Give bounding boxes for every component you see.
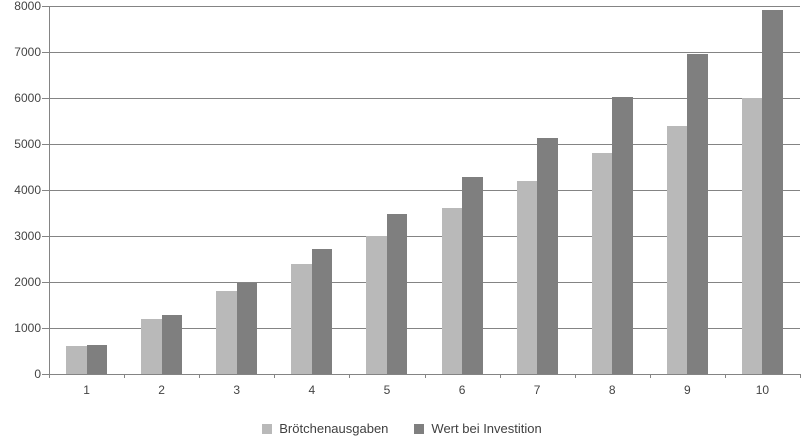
bar-series-2 bbox=[86, 345, 108, 374]
x-axis-category-label: 10 bbox=[755, 383, 770, 397]
x-axis-tick bbox=[424, 374, 426, 378]
x-axis-category-label: 2 bbox=[158, 383, 165, 397]
x-axis-category-label: 6 bbox=[458, 383, 466, 397]
legend-item: Wert bei Investition bbox=[414, 421, 542, 436]
bar-series-1 bbox=[666, 125, 688, 374]
x-axis-category-label: 9 bbox=[684, 383, 691, 397]
bar-series-1 bbox=[591, 153, 613, 374]
legend-swatch bbox=[262, 423, 273, 434]
x-axis-tick bbox=[274, 374, 276, 378]
y-axis-tick-label: 6000 bbox=[14, 91, 41, 105]
bar-series-1 bbox=[216, 291, 237, 374]
bar-series-2 bbox=[161, 314, 183, 374]
y-axis-tick-label: 5000 bbox=[14, 137, 41, 151]
gridline bbox=[42, 190, 800, 191]
bar-series-1 bbox=[366, 236, 387, 374]
y-axis-tick-label: 4000 bbox=[14, 183, 41, 197]
bar-series-2 bbox=[311, 249, 333, 374]
bar-series-1 bbox=[441, 208, 463, 374]
x-axis-tick bbox=[49, 374, 50, 378]
gridline bbox=[42, 98, 800, 99]
x-axis-tick bbox=[199, 374, 201, 378]
x-axis-tick bbox=[574, 374, 576, 378]
y-axis-tick-label: 0 bbox=[34, 367, 41, 381]
x-axis-category-label: 5 bbox=[383, 383, 391, 397]
gridline bbox=[42, 328, 800, 329]
x-axis-tick bbox=[724, 374, 726, 378]
x-axis-category-label: 3 bbox=[233, 383, 241, 397]
x-axis-category-label: 8 bbox=[608, 383, 616, 397]
legend-item: Brötchenausgaben bbox=[262, 421, 388, 436]
bar-series-1 bbox=[516, 180, 538, 374]
bar-series-1 bbox=[66, 346, 87, 374]
plot-area bbox=[42, 6, 801, 378]
gridline bbox=[42, 374, 800, 375]
bar-series-2 bbox=[537, 138, 558, 374]
x-axis-category-label: 4 bbox=[308, 383, 316, 397]
bar-series-1 bbox=[141, 318, 162, 374]
legend: Brötchenausgaben Wert bei Investition bbox=[0, 421, 804, 436]
gridline bbox=[42, 144, 800, 145]
bar-series-2 bbox=[612, 97, 633, 374]
x-axis-tick bbox=[800, 374, 801, 378]
bar-series-2 bbox=[462, 176, 483, 374]
gridline bbox=[42, 282, 800, 283]
x-axis-tick bbox=[499, 374, 501, 378]
gridline bbox=[42, 236, 800, 237]
x-axis-category-label: 1 bbox=[83, 383, 90, 397]
y-axis-tick-label: 3000 bbox=[14, 229, 41, 243]
legend-swatch bbox=[414, 423, 425, 434]
bar-series-2 bbox=[687, 54, 708, 374]
x-axis-tick bbox=[649, 374, 651, 378]
y-axis-tick-label: 8000 bbox=[14, 0, 41, 13]
bar-series-1 bbox=[741, 98, 763, 374]
x-axis-category-label: 7 bbox=[533, 383, 541, 397]
bar-series-2 bbox=[762, 9, 783, 374]
y-axis-tick-label: 2000 bbox=[14, 275, 41, 289]
bar-series-2 bbox=[236, 282, 258, 374]
y-axis-tick-label: 1000 bbox=[14, 321, 41, 335]
gridline bbox=[42, 6, 800, 7]
bar-series-2 bbox=[386, 213, 408, 374]
y-axis-line bbox=[49, 6, 50, 378]
legend-label: Wert bei Investition bbox=[431, 421, 542, 436]
gridline bbox=[42, 52, 800, 53]
y-axis-tick-label: 7000 bbox=[14, 45, 41, 59]
x-axis-tick bbox=[124, 374, 126, 378]
legend-label: Brötchenausgaben bbox=[279, 421, 389, 436]
bar-series-1 bbox=[291, 263, 312, 374]
x-axis-tick bbox=[349, 374, 351, 378]
